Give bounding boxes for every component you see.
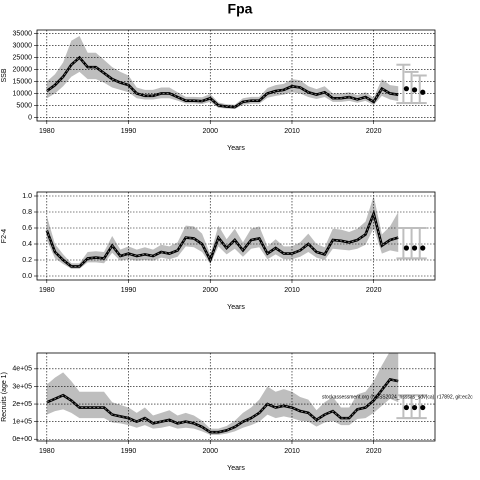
- x-tick-label: 1980: [39, 128, 55, 135]
- x-tick-label: 1990: [121, 287, 137, 294]
- plot-frame: [36, 29, 436, 122]
- y-tick-label: 2e+05: [12, 401, 32, 408]
- x-tick-label: 2010: [284, 287, 300, 294]
- confidence-band: [46, 196, 399, 269]
- x-tick-label: 2020: [366, 128, 382, 135]
- x-tick-label: 2000: [202, 287, 218, 294]
- x-tick-label: 2000: [202, 128, 218, 135]
- x-tick-label: 2000: [202, 448, 218, 455]
- forecast-point: [420, 404, 426, 411]
- y-tick-label: 0.2: [22, 257, 32, 264]
- forecast-point: [403, 86, 409, 92]
- x-axis-label: Years: [227, 145, 245, 152]
- figure-title: Fpa: [228, 1, 253, 17]
- y-tick-label: 0.4: [22, 241, 32, 248]
- estimate-line-dash: [46, 378, 399, 433]
- x-tick-label: 2010: [284, 448, 300, 455]
- y-tick-label: 30000: [13, 42, 33, 49]
- y-tick-label: 1e+05: [12, 418, 32, 425]
- forecast-point: [403, 404, 409, 411]
- y-tick-label: 0.8: [22, 209, 32, 216]
- y-tick-label: 5000: [16, 102, 32, 109]
- forecast-point: [420, 89, 426, 95]
- forecast-point: [411, 245, 418, 251]
- forecast-point: [403, 245, 409, 251]
- x-axis-label: Years: [227, 304, 245, 311]
- y-tick-label: 15000: [13, 78, 33, 85]
- plot-area: [37, 353, 435, 441]
- x-axis-label: Years: [227, 465, 245, 472]
- plot-frame: [36, 352, 436, 442]
- y-axis-label: SSB: [1, 68, 8, 82]
- y-tick-label: 20000: [13, 66, 33, 73]
- y-tick-label: 0: [28, 114, 32, 121]
- x-tick-label: 2020: [366, 287, 382, 294]
- x-tick-label: 2020: [366, 448, 382, 455]
- y-tick-label: 35000: [13, 30, 33, 37]
- estimate-line-dash: [46, 56, 399, 108]
- x-tick-label: 1990: [121, 128, 137, 135]
- y-tick-label: 10000: [13, 90, 33, 97]
- x-tick-label: 1990: [121, 448, 137, 455]
- x-tick-label: 1980: [39, 448, 55, 455]
- forecast-point: [411, 404, 418, 411]
- forecast-point: [420, 245, 426, 251]
- y-tick-label: 0.6: [22, 225, 32, 232]
- plot-area: [37, 192, 435, 280]
- annotation: stockassessment.org (NSSS2024_nsssas_sdv…: [322, 394, 473, 400]
- y-tick-label: 3e+05: [12, 383, 32, 390]
- y-tick-label: 25000: [13, 54, 33, 61]
- y-tick-label: 0.0: [22, 273, 32, 280]
- y-axis-label: F2-4: [1, 229, 8, 244]
- forecast-point: [411, 87, 418, 93]
- x-tick-label: 1980: [39, 287, 55, 294]
- confidence-band: [46, 353, 399, 435]
- plot-area: [37, 30, 435, 121]
- y-tick-label: 0e+00: [12, 436, 32, 443]
- estimate-line: [45, 209, 399, 268]
- y-tick-label: 4e+05: [12, 366, 32, 373]
- y-axis-label: Recruits (age 1): [1, 372, 8, 422]
- x-tick-label: 2010: [284, 128, 300, 135]
- plot-frame: [36, 191, 436, 281]
- y-tick-label: 1.0: [22, 193, 32, 200]
